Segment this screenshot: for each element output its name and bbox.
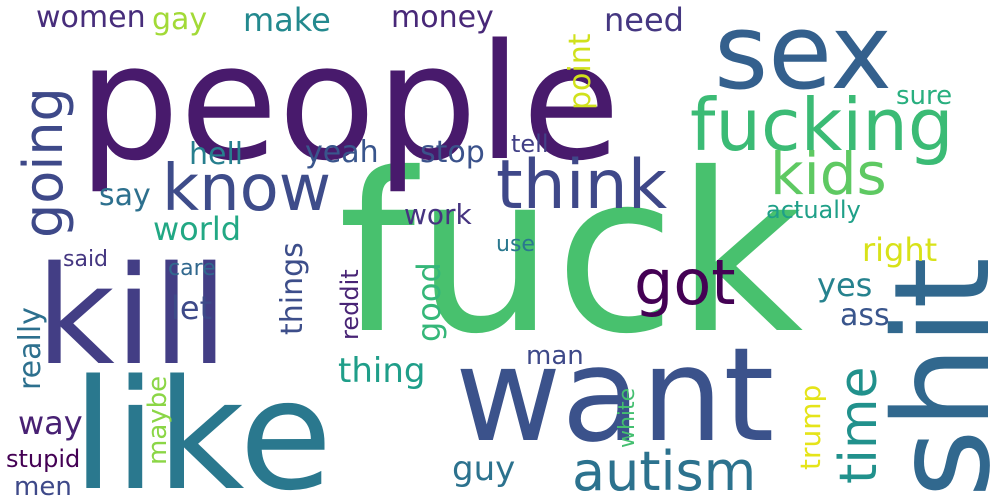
word-gay: gay: [152, 2, 207, 37]
word-kill: kill: [36, 238, 228, 396]
word-going: going: [12, 87, 75, 238]
word-sure: sure: [896, 81, 952, 111]
word-care: care: [168, 256, 216, 281]
word-got: got: [634, 246, 736, 319]
word-time: time: [829, 367, 889, 484]
word-white: white: [615, 388, 640, 448]
word-said: said: [63, 247, 108, 272]
word-sex: sex: [714, 0, 892, 113]
word-need: need: [604, 1, 684, 39]
word-trump: trump: [794, 385, 827, 470]
word-let: let: [171, 289, 212, 327]
word-use: use: [496, 232, 535, 257]
word-really: really: [13, 307, 48, 390]
word-shit: shit: [866, 257, 1000, 498]
word-good: good: [410, 262, 448, 342]
word-point: point: [563, 33, 598, 110]
word-work: work: [404, 198, 473, 231]
word-yeah: yeah: [305, 135, 379, 170]
word-men: men: [14, 472, 72, 500]
word-right: right: [862, 231, 937, 269]
word-make: make: [243, 1, 331, 39]
word-maybe: maybe: [143, 376, 173, 465]
word-women: women: [36, 0, 146, 35]
word-want: want: [455, 319, 774, 471]
word-stupid: stupid: [6, 445, 80, 473]
word-things: things: [275, 242, 310, 335]
word-kids: kids: [770, 140, 887, 208]
word-way: way: [18, 404, 83, 442]
word-like: like: [72, 347, 333, 500]
word-yes: yes: [817, 266, 872, 304]
word-man: man: [526, 341, 584, 371]
word-say: say: [99, 178, 151, 213]
word-thing: thing: [338, 351, 425, 391]
word-ass: ass: [840, 298, 890, 333]
word-reddit: reddit: [336, 269, 364, 340]
word-fuck: fuck: [338, 126, 803, 382]
word-people: people: [78, 9, 620, 196]
word-fucking: fucking: [690, 83, 954, 167]
word-money: money: [391, 0, 494, 35]
word-know: know: [162, 152, 331, 226]
word-world: world: [153, 210, 241, 248]
word-tell: tell: [511, 130, 549, 158]
word-hell: hell: [189, 137, 243, 172]
word-actually: actually: [766, 196, 861, 224]
word-autism: autism: [572, 440, 756, 500]
word-stop: stop: [420, 135, 485, 170]
word-guy: guy: [452, 449, 515, 489]
word-think: think: [496, 146, 668, 225]
